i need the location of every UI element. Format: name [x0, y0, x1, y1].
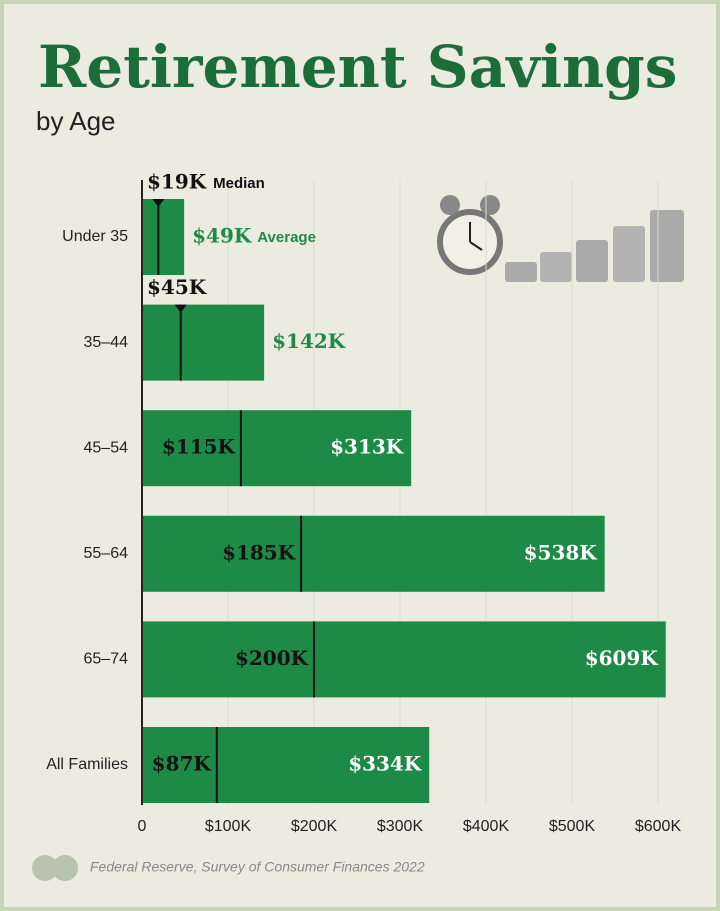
x-tick-label: $300K [377, 818, 424, 835]
x-tick-label: $600K [635, 818, 682, 835]
y-tick-label: Under 35 [62, 228, 128, 245]
logo [32, 855, 78, 881]
bar [142, 410, 412, 487]
x-tick-label: 0 [138, 818, 147, 835]
median-pointer [152, 199, 165, 207]
source: Federal Reserve, Survey of Consumer Fina… [90, 859, 425, 875]
illustration [437, 195, 684, 282]
median-label: $115K [162, 435, 236, 459]
legend-average: Average [257, 229, 316, 246]
median-label: $19K [147, 170, 207, 194]
median-label: $200K [235, 646, 309, 670]
legend-median: Median [213, 175, 265, 192]
average-label: $538K [524, 540, 598, 564]
chart-subtitle: by Age [36, 106, 116, 136]
average-label: $142K [272, 329, 346, 353]
x-tick-label: $100K [205, 818, 252, 835]
y-tick-label: 45–54 [84, 439, 129, 456]
bar [142, 621, 666, 698]
chart-title: Retirement Savings [38, 33, 677, 101]
average-label: $49K [192, 224, 252, 248]
median-label: $185K [222, 540, 296, 564]
median-label: $87K [152, 752, 212, 776]
y-tick-label: All Families [46, 756, 128, 773]
x-tick-label: $500K [549, 818, 596, 835]
bar [142, 515, 605, 592]
median-label: $45K [147, 275, 207, 299]
x-tick-label: $400K [463, 818, 510, 835]
average-label: $334K [348, 752, 422, 776]
y-tick-label: 55–64 [84, 545, 129, 562]
bar [142, 727, 430, 803]
bar [142, 304, 265, 381]
x-tick-label: $200K [291, 818, 338, 835]
y-tick-label: 65–74 [84, 651, 129, 668]
average-label: $313K [330, 435, 404, 459]
y-tick-label: 35–44 [84, 334, 129, 351]
bar [142, 199, 185, 275]
median-pointer [174, 304, 187, 313]
average-label: $609K [585, 646, 659, 670]
